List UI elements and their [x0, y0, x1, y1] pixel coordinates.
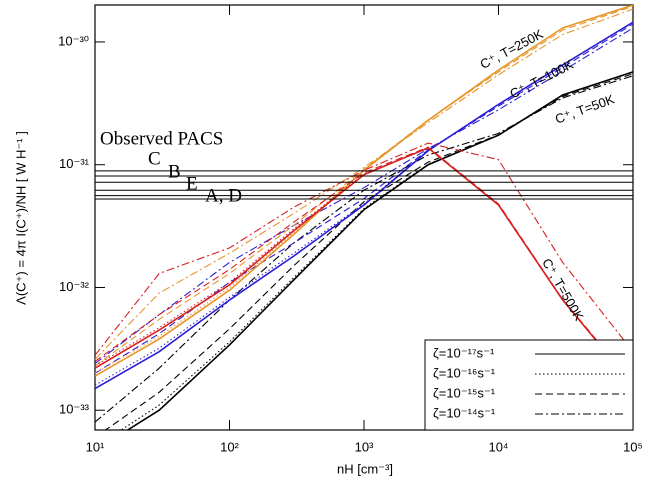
plot-area	[95, 5, 633, 430]
y-tick-label: 10⁻³¹	[59, 156, 90, 171]
y-tick-label: 10⁻³²	[59, 279, 90, 294]
y-tick-label: 10⁻³⁰	[58, 33, 89, 48]
data-line	[95, 142, 633, 356]
observed-name: A, D	[205, 185, 242, 206]
x-tick-label: 10²	[220, 439, 239, 454]
data-line	[95, 27, 633, 364]
observed-name: B	[168, 161, 181, 182]
data-line	[95, 21, 633, 386]
observed-name: E	[186, 173, 198, 194]
x-tick-label: 10⁴	[488, 439, 508, 454]
legend-box	[424, 339, 634, 431]
data-line	[95, 21, 633, 390]
data-line	[95, 5, 633, 374]
legend-label: ζ=10⁻¹⁴s⁻¹	[433, 405, 496, 420]
curve-label: C⁺, T=500K	[539, 256, 587, 324]
y-tick-label: 10⁻³³	[59, 402, 90, 417]
x-axis-label: nH [cm⁻³]	[337, 461, 393, 476]
x-tick-label: 10³	[355, 439, 374, 454]
data-line	[95, 8, 633, 360]
legend-label: ζ=10⁻¹⁶s⁻¹	[433, 365, 496, 380]
y-axis-label: Λ(C⁺) = 4π I(C⁺)/NH [ W H⁻¹ ]	[13, 131, 28, 305]
data-line	[104, 73, 633, 430]
x-tick-label: 10¹	[86, 439, 105, 454]
observed-label: Observed PACS	[100, 128, 223, 149]
x-tick-label: 10⁵	[623, 439, 643, 454]
legend-label: ζ=10⁻¹⁵s⁻¹	[433, 385, 496, 400]
legend-label: ζ=10⁻¹⁷s⁻¹	[433, 345, 495, 360]
data-line	[120, 71, 633, 430]
data-line	[95, 23, 633, 374]
data-line	[95, 146, 633, 384]
observed-name: C	[148, 148, 161, 169]
data-line	[95, 5, 633, 367]
curve-label: C⁺, T=250K	[477, 26, 545, 72]
